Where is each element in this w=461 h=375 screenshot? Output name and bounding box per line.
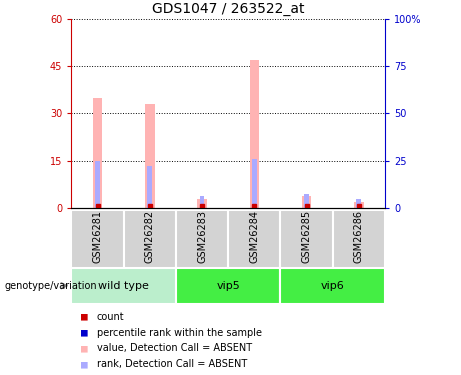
Title: GDS1047 / 263522_at: GDS1047 / 263522_at bbox=[152, 2, 304, 16]
Bar bbox=[93, 98, 102, 208]
Text: GSM26286: GSM26286 bbox=[354, 210, 364, 262]
Text: vip6: vip6 bbox=[321, 281, 344, 291]
Text: ■: ■ bbox=[81, 344, 88, 353]
Text: ■: ■ bbox=[81, 312, 88, 322]
Bar bbox=[95, 161, 100, 208]
Text: ■: ■ bbox=[81, 359, 88, 369]
Bar bbox=[249, 60, 259, 208]
Bar bbox=[176, 268, 280, 304]
Bar bbox=[356, 199, 361, 208]
Text: GSM26281: GSM26281 bbox=[93, 210, 103, 262]
Text: value, Detection Call = ABSENT: value, Detection Call = ABSENT bbox=[97, 344, 252, 353]
Text: vip5: vip5 bbox=[216, 281, 240, 291]
Bar bbox=[148, 165, 152, 208]
Text: wild type: wild type bbox=[98, 281, 149, 291]
Text: GSM26284: GSM26284 bbox=[249, 210, 260, 262]
Bar bbox=[145, 104, 154, 208]
Bar bbox=[124, 210, 176, 268]
Bar bbox=[304, 194, 309, 208]
Bar bbox=[280, 268, 385, 304]
Bar bbox=[71, 268, 176, 304]
Text: ■: ■ bbox=[81, 328, 88, 338]
Text: GSM26283: GSM26283 bbox=[197, 210, 207, 262]
Text: count: count bbox=[97, 312, 124, 322]
Bar bbox=[197, 199, 207, 208]
Bar bbox=[252, 159, 257, 208]
Bar bbox=[280, 210, 333, 268]
Bar bbox=[333, 210, 385, 268]
Text: GSM26285: GSM26285 bbox=[301, 210, 312, 263]
Bar bbox=[302, 195, 311, 208]
Bar bbox=[71, 210, 124, 268]
Text: percentile rank within the sample: percentile rank within the sample bbox=[97, 328, 262, 338]
Text: genotype/variation: genotype/variation bbox=[5, 281, 97, 291]
Bar bbox=[228, 210, 280, 268]
Text: GSM26282: GSM26282 bbox=[145, 210, 155, 263]
Bar bbox=[176, 210, 228, 268]
Bar bbox=[354, 202, 364, 208]
Text: rank, Detection Call = ABSENT: rank, Detection Call = ABSENT bbox=[97, 359, 247, 369]
Bar bbox=[200, 195, 204, 208]
